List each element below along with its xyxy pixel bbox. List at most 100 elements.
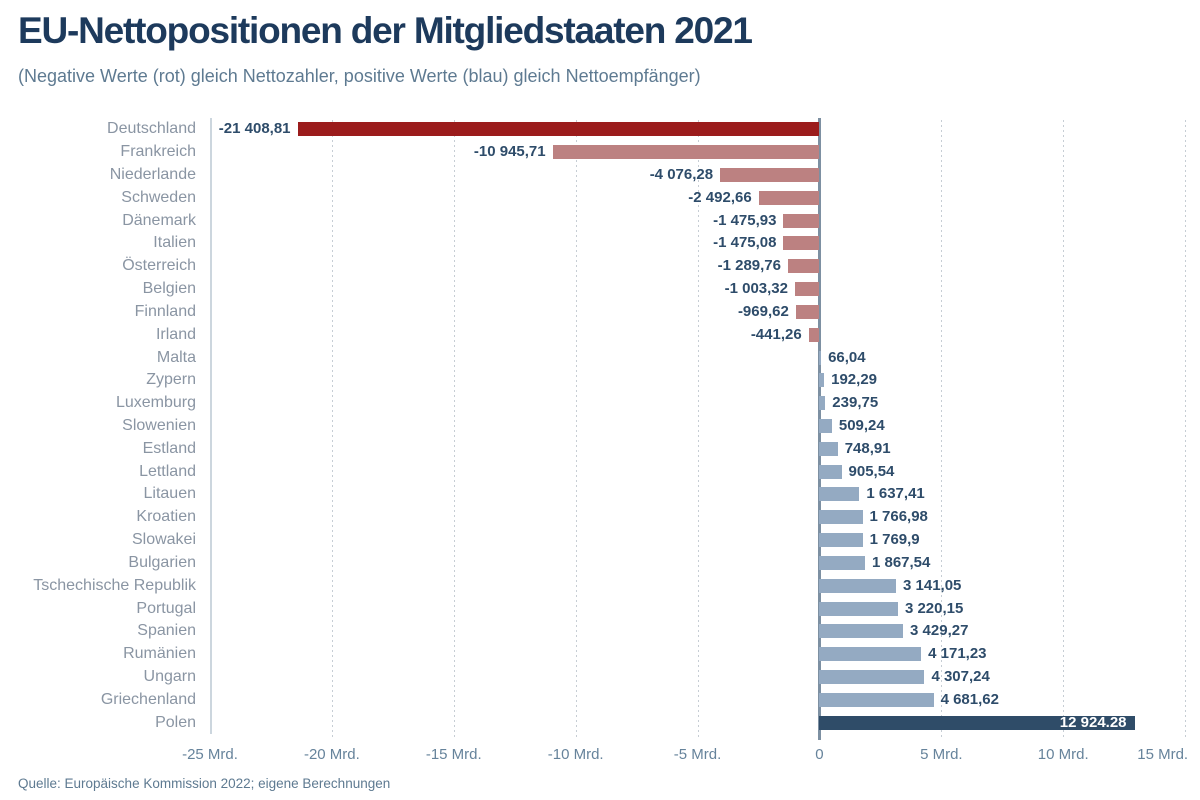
gridline [210, 118, 212, 734]
bar-bulgarien [819, 555, 865, 570]
value-label-rum-nien: 4 171,23 [928, 645, 987, 663]
value-label-portugal: 3 220,15 [904, 599, 964, 617]
bar-griechenland [819, 692, 934, 707]
bar-polen [819, 715, 1135, 730]
bar-litauen [819, 487, 860, 502]
value-label-zypern: 192,29 [831, 371, 878, 389]
country-label-litauen: Litauen [143, 485, 197, 503]
value-label-slowenien: 509,24 [838, 417, 885, 434]
bar-irland [808, 327, 820, 342]
gridline [453, 120, 455, 738]
country-label-slowenien: Slowenien [122, 417, 196, 434]
country-label-schweden: Schweden [121, 188, 196, 206]
bar-slowakei [819, 533, 863, 548]
value-label-belgien: -1 003,32 [724, 280, 788, 298]
country-label-belgien: Belgien [142, 280, 196, 298]
country-label-bulgarien: Bulgarien [128, 553, 196, 571]
bar-ungarn [819, 669, 925, 684]
bar-deutschland [297, 122, 820, 137]
country-label-portugal: Portugal [136, 599, 196, 617]
gridline [1063, 120, 1065, 738]
x-tick-label: 15 Mrd. [1137, 746, 1189, 763]
value-label-lettland: 905,54 [848, 462, 895, 480]
value-label-d-nemark: -1 475,93 [713, 211, 777, 229]
value-label-polen: 12 924.28 [1059, 713, 1127, 731]
value-label-ungarn: 4 307,24 [931, 667, 990, 685]
x-tick-label: -20 Mrd. [303, 746, 360, 763]
bar-tschechische-republik [819, 578, 896, 593]
country-label-estland: Estland [142, 439, 196, 457]
bar-luxemburg [819, 396, 826, 411]
country-label-kroatien: Kroatien [136, 508, 196, 526]
value-label--sterreich: -1 289,76 [717, 257, 781, 275]
value-label-kroatien: 1 766,98 [869, 508, 928, 526]
country-label-zypern: Zypern [146, 371, 196, 389]
country-label--sterreich: Österreich [122, 257, 196, 275]
x-tick-label: 0 [815, 746, 824, 763]
x-tick-label: 10 Mrd. [1037, 746, 1089, 763]
country-label-lettland: Lettland [139, 462, 196, 480]
country-label-deutschland: Deutschland [107, 120, 196, 138]
value-label-griechenland: 4 681,62 [940, 690, 999, 708]
country-label-italien: Italien [153, 234, 196, 252]
value-label-italien: -1 475,08 [713, 234, 777, 252]
value-label-irland: -441,26 [750, 325, 802, 343]
gridline [331, 120, 333, 738]
value-label-niederlande: -4 076,28 [649, 166, 714, 184]
page-subtitle: (Negative Werte (rot) gleich Nettozahler… [18, 66, 701, 86]
bar-niederlande [720, 168, 820, 183]
bar-spanien [819, 624, 904, 639]
bar-italien [783, 236, 820, 251]
bar-kroatien [819, 510, 863, 525]
gridline [941, 120, 943, 738]
value-label-malta: 66,04 [828, 348, 866, 366]
value-label-estland: 748,91 [844, 439, 891, 457]
bar-zypern [819, 373, 825, 388]
page-title: EU-Nettopositionen der Mitgliedstaaten 2… [18, 10, 753, 51]
x-tick-label: -15 Mrd. [425, 746, 482, 763]
value-label-luxemburg: 239,75 [832, 394, 879, 412]
gridline [575, 120, 577, 738]
country-label-rum-nien: Rumänien [123, 645, 196, 663]
x-tick-label: -25 Mrd. [182, 746, 238, 763]
bar-lettland [819, 464, 842, 479]
x-tick-label: -10 Mrd. [547, 746, 604, 763]
country-label-griechenland: Griechenland [100, 690, 196, 708]
country-label-slowakei: Slowakei [131, 531, 196, 549]
bar-estland [819, 441, 838, 456]
country-label-frankreich: Frankreich [120, 143, 196, 161]
value-label-deutschland: -21 408,81 [218, 120, 291, 138]
bar-malta [819, 350, 822, 365]
plot-area: -21 408,81 -10 945,71 -4 076,28 -2 492,66 -1… [210, 118, 1190, 740]
bar--sterreich [788, 259, 820, 274]
country-label-spanien: Spanien [137, 622, 196, 640]
value-label-frankreich: -10 945,71 [473, 143, 546, 161]
bar-d-nemark [783, 213, 820, 228]
value-label-schweden: -2 492,66 [688, 188, 752, 206]
source-note: Quelle: Europäische Kommission 2022; eig… [18, 776, 391, 791]
country-label-ungarn: Ungarn [143, 667, 196, 685]
value-label-litauen: 1 637,41 [866, 485, 925, 503]
country-label-irland: Irland [155, 325, 196, 343]
country-label-luxemburg: Luxemburg [115, 394, 196, 412]
bar-slowenien [819, 419, 832, 433]
x-axis: -25 Mrd. -20 Mrd. -15 Mrd. -10 Mrd. -5 Mrd. 0… [182, 746, 1190, 768]
value-label-finnland: -969,62 [737, 302, 789, 320]
country-label-column: Deutschland Frankreich Niederlande Schweden… [0, 118, 196, 734]
bar-rum-nien [819, 647, 922, 662]
country-label-niederlande: Niederlande [109, 166, 196, 184]
x-tick-label: 5 Mrd. [920, 746, 963, 763]
value-label-spanien: 3 429,27 [910, 622, 969, 640]
value-label-slowakei: 1 769,9 [869, 531, 920, 549]
bar-finnland [795, 304, 820, 319]
value-label-bulgarien: 1 867,54 [871, 553, 931, 571]
country-label-finnland: Finnland [134, 302, 196, 320]
bar-belgien [794, 282, 820, 297]
country-label-d-nemark: Dänemark [122, 211, 196, 229]
country-label-tschechische-republik: Tschechische Republik [33, 576, 196, 594]
bar-frankreich [552, 145, 820, 160]
x-tick-label: -5 Mrd. [673, 746, 722, 763]
gridline [1185, 120, 1187, 738]
country-label-malta: Malta [156, 348, 196, 366]
